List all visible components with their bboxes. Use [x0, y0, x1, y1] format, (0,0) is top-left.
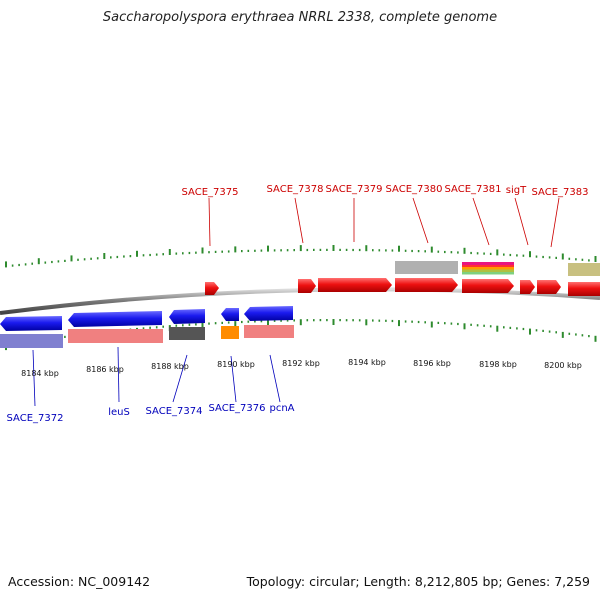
- accession-text: Accession: NC_009142: [8, 574, 151, 589]
- scale-label: 8198 kbp: [479, 360, 517, 369]
- band-orange: [462, 267, 514, 270]
- gene-sace-7376[interactable]: [221, 308, 239, 321]
- feature-salmon-block: [68, 329, 163, 343]
- scale-label: 8186 kbp: [86, 365, 124, 374]
- band-olive: [462, 269, 514, 272]
- gene-sace-7375[interactable]: [205, 282, 219, 295]
- gene-label-leus[interactable]: leuS: [108, 407, 130, 418]
- feature-salmon-block: [244, 325, 294, 338]
- gene-label-sace-7383[interactable]: SACE_7383: [532, 187, 589, 198]
- leader-line: [514, 197, 529, 246]
- genome-title: Saccharopolyspora erythraea NRRL 2338, c…: [102, 10, 498, 25]
- top-leader-lines: [208, 197, 560, 248]
- gene-label-sace-7374[interactable]: SACE_7374: [146, 406, 203, 417]
- feature-stacked-bands: [462, 262, 514, 275]
- scale-label: 8190 kbp: [217, 360, 255, 369]
- leader-line: [472, 197, 490, 246]
- band-magenta: [462, 262, 514, 265]
- forward-gene-labels: SACE_7375 SACE_7378 SACE_7379 SACE_7380 …: [182, 184, 589, 198]
- leader-line: [230, 355, 237, 403]
- leader-line: [550, 197, 560, 248]
- gene-pcna[interactable]: [244, 306, 293, 321]
- feature-olive-block: [568, 263, 600, 276]
- scale-label: 8192 kbp: [282, 359, 320, 368]
- forward-strand-features: [205, 261, 600, 296]
- gene-sace-7374[interactable]: [169, 309, 205, 324]
- scale-label: 8184 kbp: [21, 369, 59, 378]
- feature-orange-block: [221, 326, 239, 339]
- gene-sace-7380[interactable]: [395, 278, 458, 292]
- gene-label-sace-7380[interactable]: SACE_7380: [386, 184, 443, 195]
- leader-line: [32, 349, 36, 407]
- feature-lavender-block: [0, 334, 63, 348]
- bottom-leader-lines: [32, 346, 281, 407]
- gene-label-sace-7381[interactable]: SACE_7381: [445, 184, 502, 195]
- gene-sigt[interactable]: [520, 280, 535, 294]
- feature-dark-grey-block: [169, 327, 205, 340]
- scale-label: 8188 kbp: [151, 362, 189, 371]
- scale-label: 8200 kbp: [544, 361, 582, 370]
- gene-sace-7379[interactable]: [318, 278, 392, 292]
- gene-edge-forward[interactable]: [568, 282, 600, 296]
- gene-label-pcna[interactable]: pcnA: [269, 403, 294, 414]
- outer-tick-track: [5, 245, 597, 268]
- gene-label-sace-7372[interactable]: SACE_7372: [7, 413, 64, 424]
- leader-line: [269, 354, 281, 403]
- scale-label: 8194 kbp: [348, 358, 386, 367]
- gene-sace-7372[interactable]: [0, 316, 62, 331]
- feature-grey-block: [395, 261, 458, 274]
- band-green: [462, 272, 514, 275]
- gene-label-sace-7375[interactable]: SACE_7375: [182, 187, 239, 198]
- scale-labels: 8184 kbp 8186 kbp 8188 kbp 8190 kbp 8192…: [21, 358, 582, 378]
- gene-label-sace-7379[interactable]: SACE_7379: [326, 184, 383, 195]
- gene-sace-7383[interactable]: [537, 280, 561, 294]
- scale-label: 8196 kbp: [413, 359, 451, 368]
- reverse-gene-labels: SACE_7372 leuS SACE_7374 SACE_7376 pcnA: [7, 403, 295, 424]
- gene-leus[interactable]: [68, 311, 162, 327]
- gene-label-sace-7378[interactable]: SACE_7378: [267, 184, 324, 195]
- leader-line: [412, 197, 429, 244]
- leader-line: [208, 197, 211, 247]
- band-red: [462, 265, 514, 267]
- leader-line: [172, 354, 188, 403]
- reverse-strand-features: [0, 306, 294, 348]
- gene-label-sace-7376[interactable]: SACE_7376: [209, 403, 266, 414]
- gene-sace-7381[interactable]: [462, 279, 514, 293]
- gene-sace-7378[interactable]: [298, 279, 316, 293]
- leader-line: [117, 346, 120, 403]
- leader-line: [294, 197, 304, 244]
- gene-label-sigt[interactable]: sigT: [506, 185, 527, 196]
- topology-text: Topology: circular; Length: 8,212,805 bp…: [246, 574, 590, 589]
